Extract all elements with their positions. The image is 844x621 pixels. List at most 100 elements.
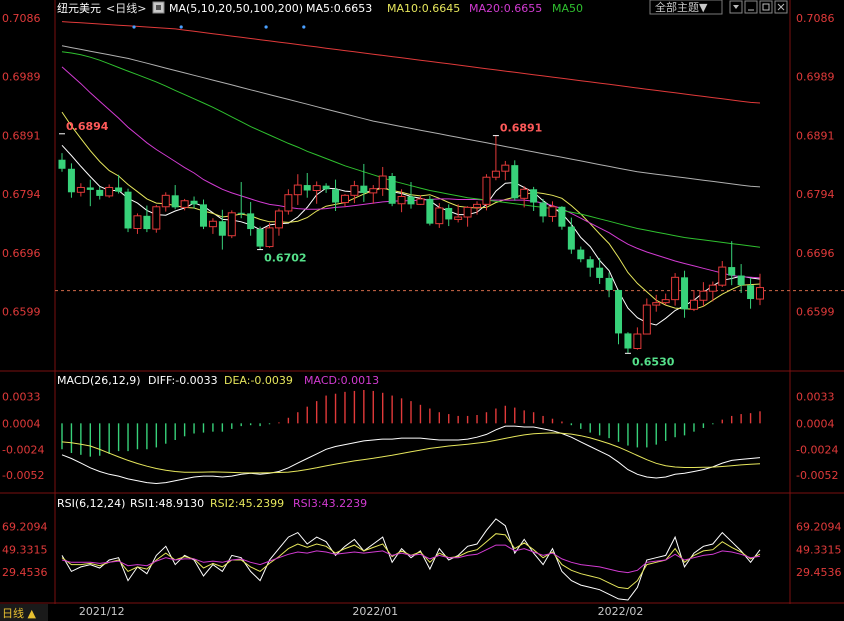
price-tick-right: 0.6696 <box>796 247 835 260</box>
event-marker <box>264 25 268 29</box>
candle-body-down <box>67 168 75 193</box>
date-tick: 2022/01 <box>352 605 398 618</box>
macd-dea-value: DEA:-0.0039 <box>224 374 293 387</box>
candle-body-down <box>407 196 415 205</box>
theme-dropdown-label: 全部主题▼ <box>655 0 708 14</box>
price-tick-right: 0.7086 <box>796 12 835 25</box>
theme-dropdown[interactable]: 全部主题▼ <box>649 0 723 15</box>
event-marker <box>132 25 136 29</box>
candle-body-up <box>699 290 708 301</box>
symbol-title: 纽元美元 <box>57 1 101 15</box>
candle-body-down <box>237 212 245 214</box>
candle-body-up <box>397 196 406 205</box>
candle-body-up <box>161 194 170 208</box>
price-tick-right: 0.6891 <box>796 130 835 143</box>
macd-dea-line <box>61 432 761 474</box>
rsi-label: RSI(6,12,24) <box>57 497 125 510</box>
period-footer-label: 日线 ▲ <box>2 606 36 620</box>
candle-body-up <box>378 175 387 190</box>
rsi-tick-right: 49.3315 <box>796 543 842 556</box>
macd-tick-right: -0.0052 <box>796 469 838 482</box>
candle-body-up <box>274 210 283 229</box>
candle-body-up <box>463 206 472 218</box>
candle-body-down <box>303 185 311 191</box>
price-tick-left: 0.7086 <box>2 12 41 25</box>
candle-body-up <box>105 186 114 197</box>
price-tick-left: 0.6794 <box>2 188 41 201</box>
price-tick-left: 0.6696 <box>2 247 41 260</box>
candle-body-down <box>58 159 66 169</box>
macd-tick-left: -0.0052 <box>2 469 44 482</box>
price-tick-left: 0.6989 <box>2 71 41 84</box>
candle-body-up <box>708 284 717 292</box>
candle-body-down <box>596 267 604 278</box>
candle-body-up <box>293 184 302 196</box>
candle-body-up <box>227 212 236 237</box>
candle-body-down <box>247 213 255 230</box>
macd-diff-line <box>61 425 761 485</box>
candle-body-up <box>284 194 293 212</box>
candle-body-up <box>312 185 321 191</box>
macd-tick-right: 0.0004 <box>796 417 835 430</box>
ma-line-ma200 <box>61 21 761 104</box>
candle-body-up <box>76 186 85 193</box>
candle-body-up <box>661 299 670 304</box>
candle-body-up <box>473 203 482 208</box>
settings-icon[interactable] <box>152 1 165 14</box>
candle-body-down <box>577 249 585 260</box>
ma20-value: MA20:0.6655 <box>469 2 542 15</box>
minimize-icon[interactable] <box>744 0 758 14</box>
rsi-tick-right: 69.2094 <box>796 521 842 534</box>
event-marker <box>302 25 306 29</box>
candle-body-up <box>718 266 727 286</box>
price-tick-left: 0.6891 <box>2 130 41 143</box>
candle-body-up <box>435 207 444 225</box>
candle-body-up <box>756 287 764 300</box>
candle-body-up <box>501 164 510 172</box>
ma-line-ma100 <box>61 45 761 188</box>
candle-body-down <box>615 289 623 334</box>
candle-body-down <box>624 333 632 349</box>
candle-body-up <box>180 200 189 208</box>
period-label[interactable]: <日线> <box>106 1 146 15</box>
candle-body-down <box>511 165 519 199</box>
candle-body-up <box>416 198 425 205</box>
candle-body-down <box>737 275 745 286</box>
macd-tick-left: -0.0024 <box>2 443 44 456</box>
rsi3-value: RSI3:43.2239 <box>293 497 367 510</box>
candle-body-down <box>256 229 264 247</box>
candle-body-down <box>539 202 547 217</box>
price-tick-right: 0.6794 <box>796 188 835 201</box>
candle-body-down <box>388 176 396 204</box>
period-footer-button[interactable]: 日线 ▲ <box>0 604 48 621</box>
macd-hist-value: MACD:0.0013 <box>304 374 379 387</box>
macd-label: MACD(26,12,9) <box>57 374 141 387</box>
candle-body-up <box>520 188 529 199</box>
extreme-label: 0.6891 <box>500 122 542 135</box>
extreme-label: 0.6702 <box>264 252 306 265</box>
date-tick: 2022/02 <box>598 605 644 618</box>
maximize-icon[interactable] <box>759 0 773 14</box>
rsi2-value: RSI2:45.2399 <box>210 497 284 510</box>
candle-body-up <box>265 227 274 248</box>
candle-body-up <box>350 185 359 196</box>
candle-body-down <box>605 277 613 290</box>
extreme-label: 0.6530 <box>632 355 675 368</box>
price-tick-right: 0.6599 <box>796 306 835 319</box>
candle-body-up <box>369 188 378 194</box>
candle-body-down <box>322 185 330 190</box>
macd-tick-left: 0.0004 <box>2 417 41 430</box>
candle-body-down <box>332 189 340 203</box>
candle-body-down <box>96 189 104 196</box>
candle-body-up <box>642 304 651 335</box>
candle-body-down <box>218 221 226 236</box>
macd-tick-right: -0.0024 <box>796 443 838 456</box>
rsi-line-rsi3 <box>61 544 761 574</box>
extreme-label: 0.6894 <box>66 120 109 133</box>
ma-params: MA(5,10,20,50,100,200) <box>169 2 303 15</box>
candle-body-down <box>115 187 123 192</box>
candle-body-up <box>133 215 142 229</box>
rsi-tick-left: 49.3315 <box>2 543 48 556</box>
